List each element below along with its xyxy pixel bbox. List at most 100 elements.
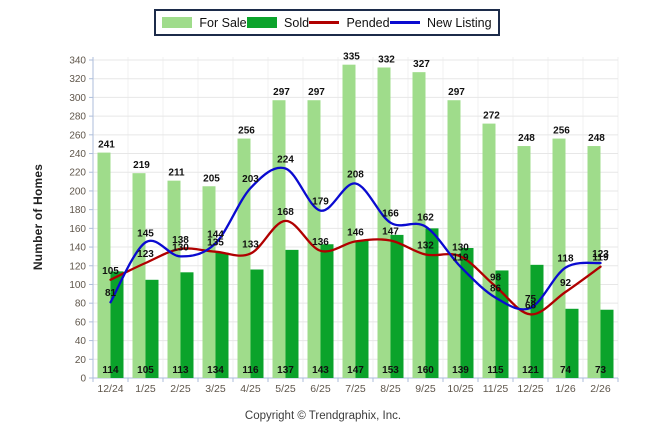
- line-value-label: 166: [382, 209, 399, 220]
- bar-value-label: 211: [168, 168, 185, 179]
- bar-value-label: 219: [133, 160, 150, 171]
- line-value-label: 75: [525, 294, 537, 305]
- line-value-label: 92: [560, 278, 572, 289]
- bar-value-label: 327: [413, 59, 430, 70]
- bar-for-sale: [97, 152, 111, 378]
- line-new-listing: [109, 166, 602, 311]
- bar-sold: [390, 234, 404, 378]
- x-tick-label: 10/25: [447, 383, 473, 395]
- y-tick-label: 80: [75, 299, 87, 310]
- line-value-label: 203: [242, 174, 259, 185]
- bar-for-sale: [202, 186, 216, 378]
- bar-value-label: 248: [518, 133, 535, 144]
- line-value-label: 98: [490, 272, 502, 283]
- bar-value-label: 256: [553, 126, 570, 137]
- bar-for-sale: [272, 100, 286, 378]
- line-value-label: 123: [592, 249, 609, 260]
- line-value-label: 146: [347, 227, 364, 238]
- bar-sold: [145, 279, 159, 378]
- y-tick-label: 220: [69, 168, 86, 179]
- sold-value-label: 153: [382, 365, 399, 376]
- bar-sold: [250, 269, 264, 378]
- bar-for-sale: [482, 123, 496, 378]
- y-tick-label: 260: [69, 130, 86, 141]
- y-tick-label: 40: [75, 336, 87, 347]
- sold-value-label: 121: [522, 365, 539, 376]
- legend-swatch-for-sale: [162, 17, 193, 28]
- bar-sold: [425, 228, 439, 378]
- y-tick-label: 180: [69, 205, 86, 216]
- bar-sold: [320, 244, 334, 378]
- y-tick-label: 140: [69, 243, 86, 254]
- line-value-label: 145: [137, 228, 154, 239]
- line-value-label: 168: [277, 207, 294, 218]
- y-tick-label: 340: [69, 56, 86, 67]
- legend-item-pended: Pended: [309, 16, 390, 30]
- y-tick-label: 120: [69, 261, 86, 272]
- y-tick-label: 280: [69, 112, 86, 123]
- sold-value-label: 137: [277, 365, 294, 376]
- y-tick-label: 100: [69, 280, 86, 291]
- line-value-label: 130: [172, 242, 189, 253]
- line-value-label: 147: [382, 227, 399, 238]
- y-axis-title: Number of Homes: [31, 163, 45, 271]
- y-tick-label: 60: [75, 317, 87, 328]
- legend-label: Sold: [284, 15, 310, 30]
- x-tick-label: 12/25: [517, 383, 543, 395]
- y-tick-label: 0: [80, 374, 86, 385]
- bar-for-sale: [447, 100, 461, 378]
- sold-value-label: 114: [102, 365, 119, 376]
- sold-value-label: 147: [347, 365, 364, 376]
- line-value-label: 135: [207, 238, 224, 249]
- legend-swatch-pended: [309, 21, 340, 24]
- line-value-label: 105: [102, 266, 119, 277]
- bar-sold: [565, 308, 579, 378]
- bar-value-label: 335: [343, 52, 360, 63]
- line-value-label: 123: [137, 249, 154, 260]
- x-tick-label: 2/25: [170, 383, 191, 395]
- legend-item-new-listing: New Listing: [389, 15, 492, 30]
- x-tick-label: 2/26: [590, 383, 611, 395]
- copyright-text: Copyright © Trendgraphix, Inc.: [244, 410, 402, 422]
- bar-for-sale: [167, 180, 181, 378]
- sold-value-label: 134: [207, 365, 224, 376]
- x-tick-label: 12/24: [97, 383, 123, 395]
- sold-value-label: 113: [172, 365, 189, 376]
- x-tick-label: 7/25: [345, 383, 366, 395]
- bar-sold: [530, 264, 544, 378]
- y-tick-label: 160: [69, 224, 86, 235]
- line-value-label: 119: [592, 253, 609, 264]
- bar-sold: [355, 240, 369, 378]
- y-tick-label: 240: [69, 149, 86, 160]
- line-value-label: 224: [277, 154, 294, 165]
- line-value-label: 133: [242, 240, 259, 251]
- bar-for-sale: [517, 146, 531, 378]
- bar-for-sale: [132, 173, 146, 378]
- legend-label: New Listing: [426, 15, 492, 30]
- sold-value-label: 74: [560, 365, 572, 376]
- bar-value-label: 248: [588, 133, 605, 144]
- bar-sold: [600, 309, 614, 378]
- line-value-label: 119: [452, 253, 469, 264]
- legend-item-sold: Sold: [247, 16, 309, 30]
- legend-label: For Sale: [199, 15, 247, 30]
- bar-sold: [285, 249, 299, 378]
- x-tick-label: 1/25: [135, 383, 156, 395]
- line-value-label: 138: [172, 235, 189, 246]
- chart-legend: For Sale Sold Pended New Listing: [154, 9, 500, 36]
- x-tick-label: 11/25: [483, 383, 509, 395]
- line-value-label: 68: [525, 300, 537, 311]
- bar-value-label: 241: [98, 140, 115, 151]
- line-value-label: 132: [417, 241, 434, 252]
- line-value-label: 208: [347, 169, 364, 180]
- x-tick-label: 4/25: [240, 383, 261, 395]
- line-value-label: 118: [557, 254, 574, 265]
- sold-value-label: 143: [312, 365, 329, 376]
- x-tick-label: 3/25: [205, 383, 226, 395]
- x-tick-label: 5/25: [275, 383, 296, 395]
- sold-value-label: 73: [595, 365, 607, 376]
- sold-value-label: 116: [242, 365, 259, 376]
- bar-for-sale: [377, 67, 391, 378]
- bar-value-label: 332: [378, 54, 395, 65]
